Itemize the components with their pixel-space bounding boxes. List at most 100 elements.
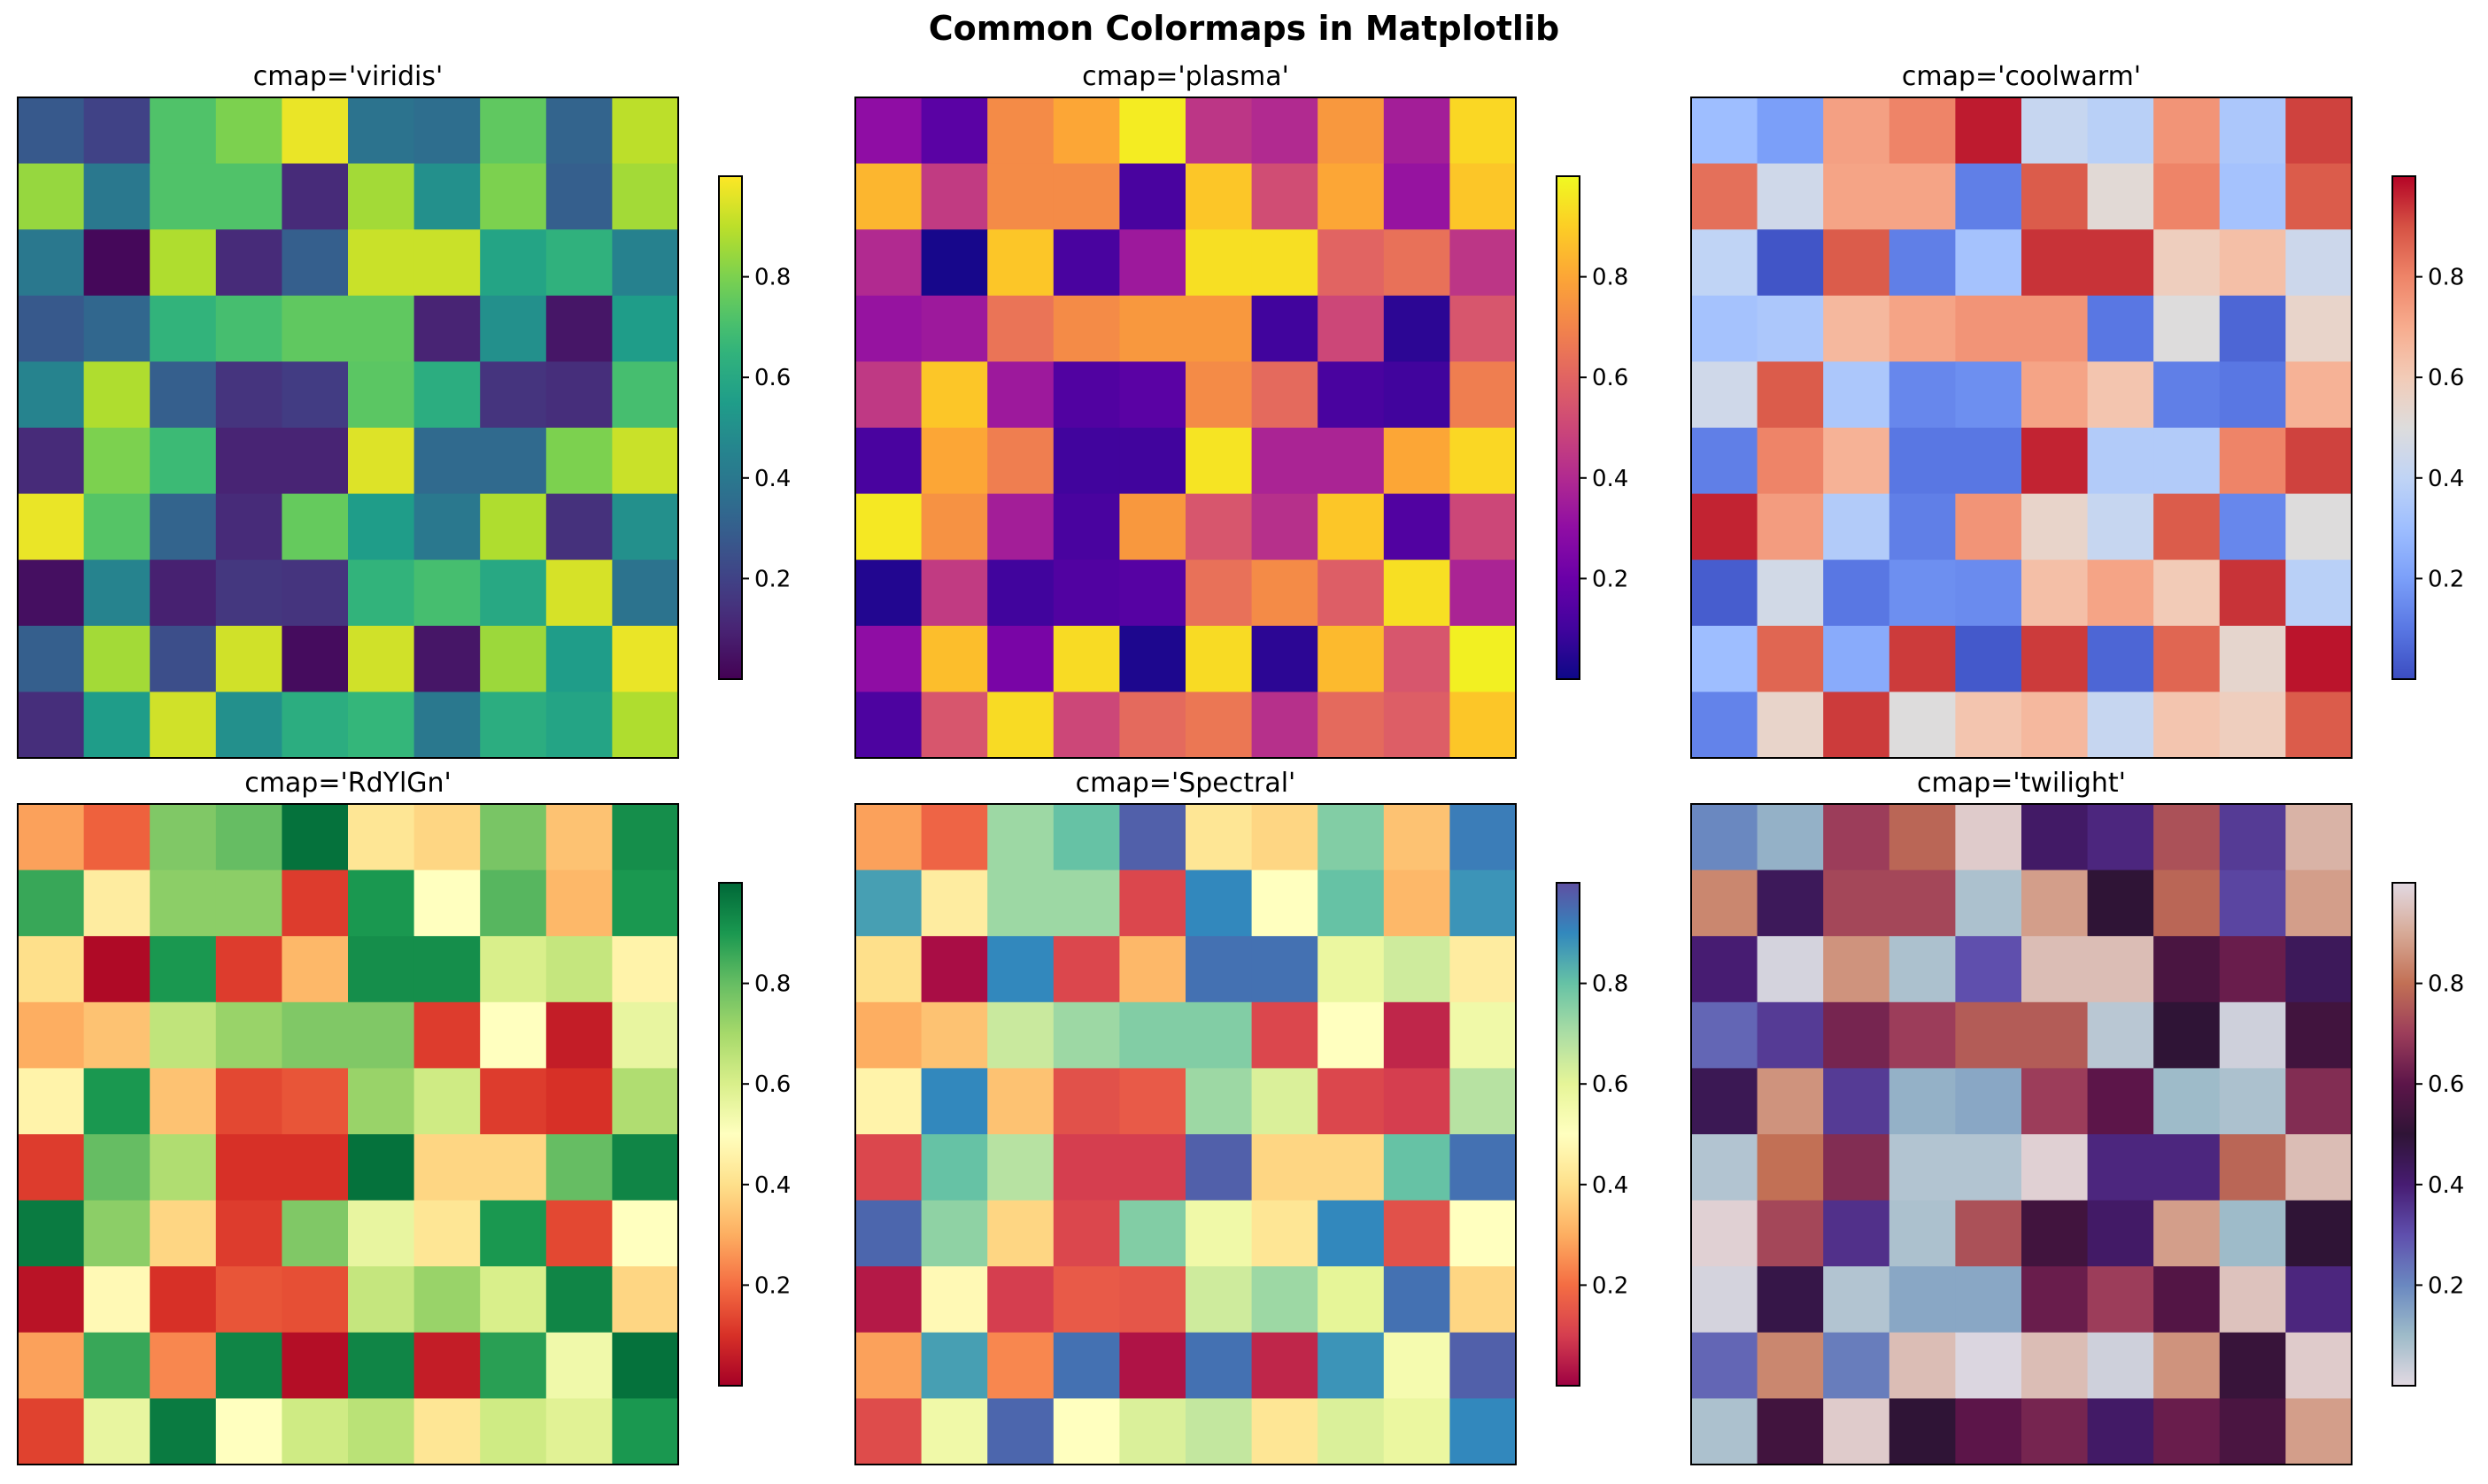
heatmap-cell <box>1383 1266 1450 1333</box>
heatmap-cell <box>1823 1068 1890 1135</box>
heatmap-cell <box>1383 1398 1450 1465</box>
heatmap-cell <box>1449 804 1517 871</box>
heatmap-cell <box>612 1134 679 1202</box>
heatmap-cell <box>987 428 1055 495</box>
heatmap-cell <box>921 493 988 560</box>
heatmap-cell <box>1186 804 1253 871</box>
heatmap-cell <box>1955 804 2022 871</box>
heatmap-cell <box>1186 163 1253 230</box>
heatmap-cell <box>855 1200 923 1267</box>
heatmap-cell <box>1823 1332 1890 1399</box>
heatmap-cell <box>1119 295 1186 362</box>
heatmap-cell <box>1251 361 1318 429</box>
heatmap-cell <box>348 1068 415 1135</box>
heatmap-cell <box>987 295 1055 362</box>
subplot-twilight: cmap='twilight' 0.2 0.4 0.6 0.8 <box>1690 768 2464 1465</box>
heatmap-cell <box>1823 870 1890 937</box>
heatmap-cell <box>83 229 151 297</box>
heatmap-cell <box>1449 1068 1517 1135</box>
heatmap-cell <box>1383 1332 1450 1399</box>
heatmap-cell <box>1186 870 1253 937</box>
heatmap-cell <box>2153 97 2221 165</box>
heatmap-cell <box>1955 1001 2022 1069</box>
heatmap-cell <box>480 163 547 230</box>
heatmap-cell <box>150 625 217 692</box>
heatmap-cell <box>1251 229 1318 297</box>
heatmap-cell <box>1449 870 1517 937</box>
heatmap-cell <box>1889 1266 1956 1333</box>
heatmap-cell <box>2153 1134 2221 1202</box>
heatmap-cell <box>413 361 481 429</box>
heatmap-cell <box>1119 163 1186 230</box>
heatmap-cell <box>18 1200 85 1267</box>
heatmap-cell <box>2285 361 2353 429</box>
heatmap-cell <box>1691 936 1758 1003</box>
heatmap-cell <box>1691 1266 1758 1333</box>
heatmap-cell <box>413 804 481 871</box>
heatmap-cell <box>612 493 679 560</box>
heatmap-cell <box>612 936 679 1003</box>
heatmap-cell <box>1383 804 1450 871</box>
heatmap-cell <box>1251 1068 1318 1135</box>
heatmap-cell <box>2153 625 2221 692</box>
heatmap-cell <box>83 1398 151 1465</box>
subplot-plasma: cmap='plasma' 0.2 0.4 0.6 0.8 <box>854 61 1628 759</box>
heatmap-cell <box>987 361 1055 429</box>
heatmap-cell <box>1757 560 1824 627</box>
heatmap-cell <box>413 295 481 362</box>
heatmap-cell <box>1119 97 1186 165</box>
heatmap-cell <box>2021 936 2089 1003</box>
heatmap-cell <box>855 163 923 230</box>
heatmap-cell <box>2219 1266 2286 1333</box>
heatmap-cell <box>1889 1001 1956 1069</box>
heatmap-cell <box>282 361 349 429</box>
heatmap-cell <box>2087 1134 2154 1202</box>
heatmap-cell <box>18 493 85 560</box>
heatmap-cell <box>1383 295 1450 362</box>
heatmap-cell <box>612 692 679 759</box>
heatmap-cell <box>1757 1332 1824 1399</box>
heatmap-cell <box>480 1332 547 1399</box>
heatmap-cell <box>1955 493 2022 560</box>
heatmap-cell <box>545 361 613 429</box>
heatmap-cell <box>413 1332 481 1399</box>
heatmap-cell <box>2087 295 2154 362</box>
heatmap-cell <box>855 1332 923 1399</box>
heatmap-cell <box>215 625 282 692</box>
heatmap-cell <box>1691 163 1758 230</box>
heatmap-cell <box>215 361 282 429</box>
heatmap-cell <box>2087 97 2154 165</box>
heatmap-cell <box>1317 1200 1385 1267</box>
heatmap-cell <box>1823 97 1890 165</box>
heatmap-cell <box>1119 804 1186 871</box>
heatmap-cell <box>1955 428 2022 495</box>
heatmap-cell <box>480 804 547 871</box>
subplot-RdYlGn: cmap='RdYlGn' 0.2 0.4 0.6 0.8 <box>17 768 791 1465</box>
heatmap-cell <box>1691 1068 1758 1135</box>
heatmap-cell <box>2087 229 2154 297</box>
heatmap-cell <box>1691 493 1758 560</box>
heatmap-cell <box>987 1266 1055 1333</box>
heatmap-cell <box>1383 870 1450 937</box>
heatmap-cell <box>545 625 613 692</box>
heatmap-cell <box>1691 295 1758 362</box>
heatmap-cell <box>150 692 217 759</box>
heatmap-cell <box>2219 1001 2286 1069</box>
heatmap-cell <box>1889 229 1956 297</box>
heatmap-cell <box>612 1068 679 1135</box>
heatmap-cell <box>1053 804 1120 871</box>
heatmap-cell <box>2087 1068 2154 1135</box>
heatmap-cell <box>1823 1266 1890 1333</box>
heatmap-cell <box>921 97 988 165</box>
heatmap-cell <box>1691 692 1758 759</box>
heatmap-cell <box>1889 361 1956 429</box>
heatmap-cell <box>1317 692 1385 759</box>
heatmap-cell <box>1383 163 1450 230</box>
heatmap-cell <box>1889 870 1956 937</box>
heatmap-cell <box>1757 97 1824 165</box>
heatmap-cell <box>1251 1398 1318 1465</box>
heatmap-cell <box>612 1001 679 1069</box>
heatmap-cell <box>1186 1332 1253 1399</box>
heatmap-cell <box>282 295 349 362</box>
heatmap-cell <box>413 1266 481 1333</box>
